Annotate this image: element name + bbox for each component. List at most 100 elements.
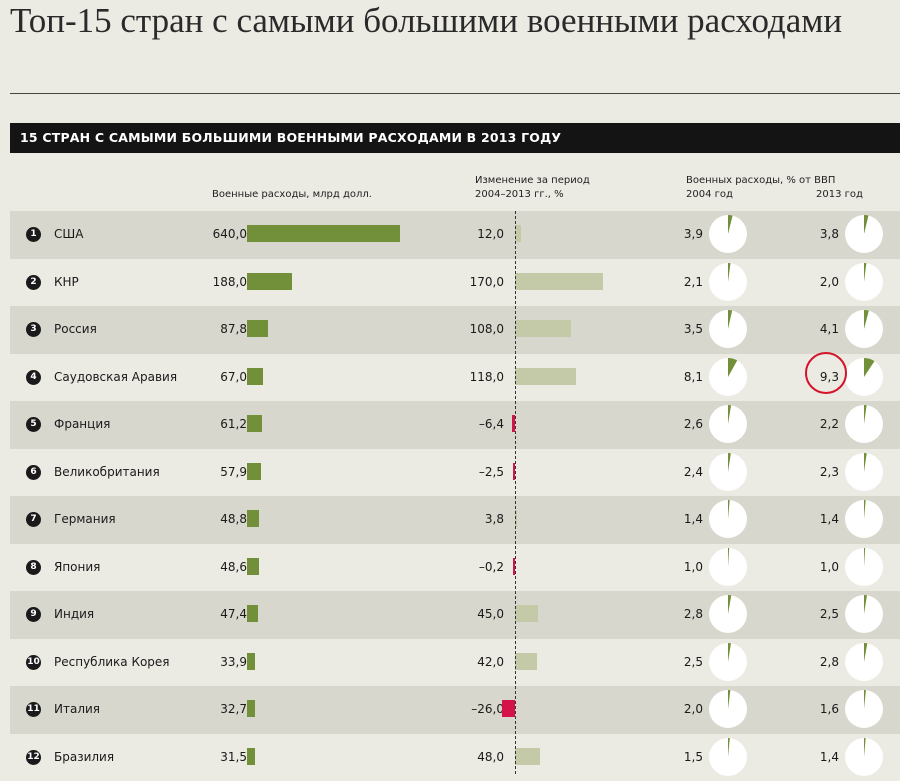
spending-value-label: 33,9 xyxy=(211,639,247,687)
rank-badge: 5 xyxy=(26,417,41,432)
country-name: Саудовская Аравия xyxy=(54,354,177,402)
gdp-2004-header: 2004 год xyxy=(686,188,733,202)
gdp-2004-pie xyxy=(709,358,747,396)
gdp-2004-value-label: 3,9 xyxy=(675,211,703,259)
country-name: США xyxy=(54,211,83,259)
gdp-2004-pie xyxy=(709,690,747,728)
country-name: Франция xyxy=(54,401,110,449)
change-value-label: 108,0 xyxy=(462,306,504,354)
gdp-2004-pie xyxy=(709,453,747,491)
rank-badge: 1 xyxy=(26,227,41,242)
table-subtitle: 15 СТРАН С САМЫМИ БОЛЬШИМИ ВОЕННЫМИ РАСХ… xyxy=(10,123,900,153)
change-value-label: 3,8 xyxy=(462,496,504,544)
gdp-2004-value-label: 2,1 xyxy=(675,259,703,307)
spending-bar xyxy=(247,558,259,575)
rank-badge: 3 xyxy=(26,322,41,337)
rank-badge: 11 xyxy=(26,702,41,717)
gdp-2004-pie xyxy=(709,310,747,348)
gdp-2013-value-label: 1,4 xyxy=(805,496,839,544)
spending-value-label: 32,7 xyxy=(211,686,247,734)
change-zero-axis xyxy=(515,211,516,774)
spending-bar xyxy=(247,415,262,432)
spending-value-label: 48,8 xyxy=(211,496,247,544)
page-title: Топ-15 стран с самыми большими военными … xyxy=(10,2,890,40)
gdp-2013-pie xyxy=(845,263,883,301)
gdp-2013-pie xyxy=(845,548,883,586)
gdp-2004-value-label: 2,4 xyxy=(675,449,703,497)
country-name: Германия xyxy=(54,496,116,544)
spending-bar xyxy=(247,273,292,290)
gdp-2004-pie xyxy=(709,263,747,301)
highlight-circle xyxy=(805,352,847,394)
change-bar xyxy=(515,605,538,622)
country-name: Республика Корея xyxy=(54,639,170,687)
spending-bar xyxy=(247,463,261,480)
gdp-2004-pie xyxy=(709,548,747,586)
gdp-2013-pie xyxy=(845,215,883,253)
gdp-2013-pie xyxy=(845,310,883,348)
change-column-header: Изменение за период 2004–2013 гг., % xyxy=(475,174,590,202)
gdp-2013-value-label: 2,3 xyxy=(805,449,839,497)
change-bar xyxy=(515,368,576,385)
change-bar xyxy=(515,653,537,670)
title-divider xyxy=(10,93,900,94)
rank-badge: 9 xyxy=(26,607,41,622)
gdp-2013-value-label: 1,6 xyxy=(805,686,839,734)
country-name: Россия xyxy=(54,306,97,354)
gdp-2013-pie xyxy=(845,500,883,538)
gdp-2013-pie xyxy=(845,738,883,776)
gdp-2013-value-label: 2,8 xyxy=(805,639,839,687)
change-value-label: –2,5 xyxy=(462,449,504,497)
gdp-2004-pie xyxy=(709,643,747,681)
country-name: Индия xyxy=(54,591,94,639)
change-value-label: 42,0 xyxy=(462,639,504,687)
gdp-2004-pie xyxy=(709,405,747,443)
rank-badge: 2 xyxy=(26,275,41,290)
rank-badge: 8 xyxy=(26,560,41,575)
gdp-2004-value-label: 1,0 xyxy=(675,544,703,592)
rank-badge: 12 xyxy=(26,750,41,765)
gdp-2013-pie xyxy=(845,595,883,633)
gdp-column-header: Военных расходы, % от ВВП xyxy=(686,174,835,188)
spending-bar xyxy=(247,748,255,765)
gdp-2013-pie xyxy=(845,358,883,396)
spending-bar xyxy=(247,653,255,670)
gdp-2013-value-label: 3,8 xyxy=(805,211,839,259)
change-value-label: 45,0 xyxy=(462,591,504,639)
spending-value-label: 48,6 xyxy=(211,544,247,592)
country-name: Япония xyxy=(54,544,100,592)
gdp-2013-pie xyxy=(845,453,883,491)
gdp-2013-value-label: 2,5 xyxy=(805,591,839,639)
spending-value-label: 188,0 xyxy=(211,259,247,307)
table-row: 8 Япония 48,6 –0,2 1,0 1,0 xyxy=(10,544,900,592)
country-name: КНР xyxy=(54,259,79,307)
change-value-label: –0,2 xyxy=(462,544,504,592)
change-value-label: –26,0 xyxy=(462,686,504,734)
change-value-label: –6,4 xyxy=(462,401,504,449)
spending-value-label: 61,2 xyxy=(211,401,247,449)
rank-badge: 6 xyxy=(26,465,41,480)
rank-badge: 4 xyxy=(26,370,41,385)
spending-bar xyxy=(247,368,263,385)
gdp-2004-value-label: 2,6 xyxy=(675,401,703,449)
spending-value-label: 57,9 xyxy=(211,449,247,497)
change-bar xyxy=(502,700,515,717)
gdp-2004-value-label: 1,4 xyxy=(675,496,703,544)
spending-column-header: Военные расходы, млрд долл. xyxy=(212,188,372,202)
spending-bar xyxy=(247,510,259,527)
change-bar xyxy=(515,748,540,765)
gdp-2013-value-label: 2,0 xyxy=(805,259,839,307)
gdp-2004-value-label: 3,5 xyxy=(675,306,703,354)
spending-bar xyxy=(247,700,255,717)
country-name: Италия xyxy=(54,686,100,734)
change-value-label: 118,0 xyxy=(462,354,504,402)
spending-value-label: 67,0 xyxy=(211,354,247,402)
gdp-2013-value-label: 1,0 xyxy=(805,544,839,592)
